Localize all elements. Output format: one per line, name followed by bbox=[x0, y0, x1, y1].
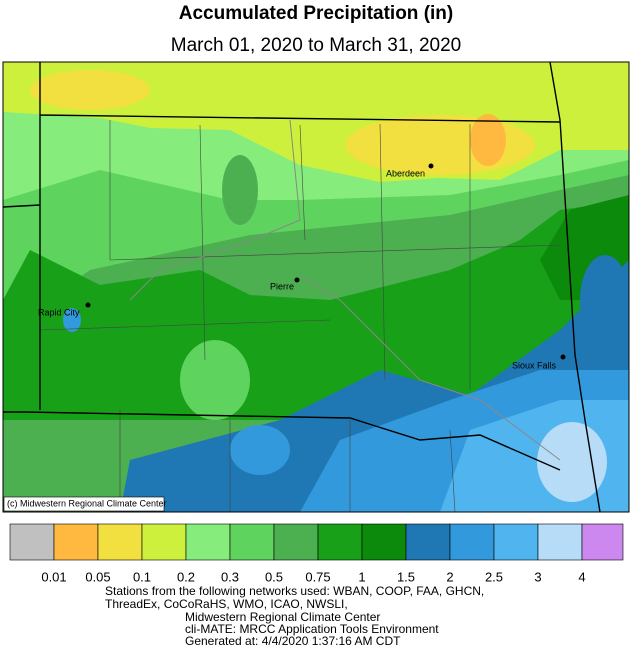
legend-label: 0.1 bbox=[133, 569, 151, 584]
city-dot bbox=[294, 277, 300, 283]
city-dot bbox=[560, 354, 566, 360]
credit: (c) Midwestern Regional Climate Center bbox=[7, 498, 167, 508]
footer-line: Generated at: 4/4/2020 1:37:16 AM CDT bbox=[185, 634, 401, 645]
legend-swatch bbox=[493, 523, 539, 561]
footer-line: Stations from the following networks use… bbox=[105, 584, 484, 598]
footer-line: cli-MATE: MRCC Application Tools Environ… bbox=[185, 622, 439, 636]
city-label: Rapid City bbox=[38, 307, 80, 317]
city-label: Sioux Falls bbox=[512, 360, 557, 370]
legend-label: 2 bbox=[446, 569, 453, 584]
legend-label: 2.5 bbox=[485, 569, 503, 584]
precip-map: Aberdeen Pierre Rapid City Sioux Falls (… bbox=[2, 61, 630, 513]
credit-box bbox=[3, 496, 165, 512]
footer-line: Midwestern Regional Climate Center bbox=[185, 610, 380, 624]
footer: Stations from the following networks use… bbox=[105, 584, 484, 648]
legend-swatch bbox=[361, 523, 407, 561]
subtitle: March 01, 2020 to March 31, 2020 bbox=[171, 35, 461, 56]
legend-swatch bbox=[97, 523, 143, 561]
legend-label: 3 bbox=[534, 569, 541, 584]
footer-line: ThreadEx, CoCoRaHS, WMO, ICAO, NWSLI, bbox=[105, 597, 348, 611]
legend-swatch bbox=[229, 523, 275, 561]
legend-label: 0.75 bbox=[305, 569, 330, 584]
legend-label: 0.05 bbox=[85, 569, 110, 584]
city-label: Aberdeen bbox=[386, 168, 425, 178]
legend-label: 0.2 bbox=[177, 569, 195, 584]
legend-label: 0.01 bbox=[41, 569, 66, 584]
legend-swatch bbox=[141, 523, 187, 561]
legend-swatch bbox=[185, 523, 231, 561]
legend: 0.01 0.05 0.1 0.2 0.3 0.5 0.75 1 1.5 2 2.5 3 4 bbox=[9, 523, 624, 584]
legend-swatch bbox=[449, 523, 495, 561]
legend-swatch bbox=[405, 523, 451, 561]
legend-swatch bbox=[273, 523, 319, 561]
legend-swatch bbox=[581, 523, 624, 561]
legend-swatch bbox=[53, 523, 99, 561]
legend-swatch bbox=[9, 523, 55, 561]
legend-swatch bbox=[537, 523, 583, 561]
legend-label: 0.5 bbox=[265, 569, 283, 584]
legend-label: 1.5 bbox=[397, 569, 415, 584]
city-label: Pierre bbox=[270, 281, 294, 291]
legend-label: 0.3 bbox=[221, 569, 239, 584]
city-dot bbox=[85, 302, 91, 308]
city-dot bbox=[428, 163, 434, 169]
legend-label: 4 bbox=[578, 569, 585, 584]
legend-swatch bbox=[317, 523, 363, 561]
title: Accumulated Precipitation (in) bbox=[179, 3, 453, 24]
legend-label: 1 bbox=[358, 569, 365, 584]
